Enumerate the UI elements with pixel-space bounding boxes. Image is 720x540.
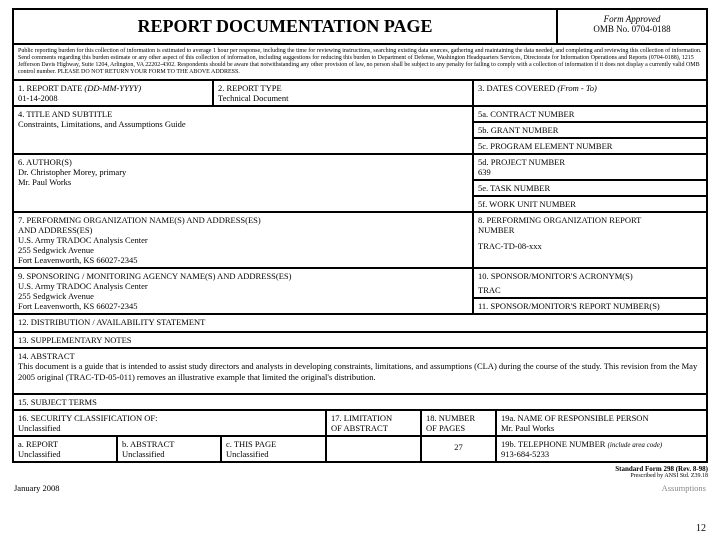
- section-12: 12. DISTRIBUTION / AVAILABILITY STATEMEN…: [14, 315, 706, 333]
- value-5d: 639: [478, 167, 702, 177]
- sponsor-line-1: U.S. Army TRADOC Analysis Center: [18, 281, 468, 291]
- value-16c: Unclassified: [226, 449, 321, 459]
- form-title: REPORT DOCUMENTATION PAGE: [14, 10, 556, 43]
- form-approved-label: Form Approved: [558, 14, 706, 24]
- value-10: TRAC: [478, 285, 702, 295]
- label-performing-org: 7. PERFORMING ORGANIZATION NAME(S) AND A…: [18, 215, 468, 225]
- org-line-1: U.S. Army TRADOC Analysis Center: [18, 235, 468, 245]
- label-addr: AND ADDRESS(ES): [18, 225, 468, 235]
- label-18b: OF PAGES: [426, 423, 491, 433]
- standard-form-note: Standard Form 298 (Rev. 8-98) Prescribed…: [12, 465, 708, 479]
- dates-covered-format: (From - To): [557, 83, 597, 93]
- abstract-value: This document is a guide that is intende…: [18, 361, 702, 383]
- label-18: 18. NUMBER: [426, 413, 491, 423]
- title-value: Constraints, Limitations, and Assumption…: [18, 119, 468, 129]
- value-16: Unclassified: [18, 423, 321, 433]
- label-title: 4. TITLE AND SUBTITLE: [18, 109, 468, 119]
- page-footer: January 2008 Assumptions: [12, 479, 708, 497]
- label-5f: 5f. WORK UNIT NUMBER: [474, 197, 706, 211]
- label-8: 8. PERFORMING ORGANIZATION REPORT: [478, 215, 702, 225]
- label-5b: 5b. GRANT NUMBER: [474, 123, 706, 139]
- label-5a: 5a. CONTRACT NUMBER: [474, 107, 706, 123]
- format-19b: (include area code): [608, 441, 663, 449]
- label-12: 12. DISTRIBUTION / AVAILABILITY STATEMEN…: [18, 317, 205, 327]
- row-7-8: 7. PERFORMING ORGANIZATION NAME(S) AND A…: [14, 213, 706, 269]
- label-report-date: 1. REPORT DATE: [18, 83, 84, 93]
- org-line-2: 255 Sedgwick Avenue: [18, 245, 468, 255]
- row-6-5def: 6. AUTHOR(S) Dr. Christopher Morey, prim…: [14, 155, 706, 213]
- label-report-type: 2. REPORT TYPE: [218, 83, 468, 93]
- sponsor-line-2: 255 Sedgwick Avenue: [18, 291, 468, 301]
- footer-section: Assumptions: [662, 483, 706, 493]
- row-9-10-11: 9. SPONSORING / MONITORING AGENCY NAME(S…: [14, 269, 706, 315]
- section-13: 13. SUPPLEMENTARY NOTES: [14, 333, 706, 349]
- report-date-value: 01-14-2008: [18, 93, 208, 103]
- row-abc-19b: a. REPORT Unclassified b. ABSTRACT Uncla…: [14, 437, 706, 461]
- value-16a: Unclassified: [18, 449, 112, 459]
- row-4-5abc: 4. TITLE AND SUBTITLE Constraints, Limit…: [14, 107, 706, 155]
- label-13: 13. SUPPLEMENTARY NOTES: [18, 335, 132, 345]
- value-19a: Mr. Paul Works: [501, 423, 702, 433]
- section-14: 14. ABSTRACT This document is a guide th…: [14, 349, 706, 395]
- value-19b: 913-684-5233: [501, 449, 702, 459]
- label-5c: 5c. PROGRAM ELEMENT NUMBER: [474, 139, 706, 153]
- omb-box: Form Approved OMB No. 0704-0188: [556, 10, 706, 43]
- label-dates-covered: 3. DATES COVERED: [478, 83, 557, 93]
- section-15: 15. SUBJECT TERMS: [14, 395, 706, 411]
- report-type-value: Technical Document: [218, 93, 468, 103]
- label-authors: 6. AUTHOR(S): [18, 157, 468, 167]
- sponsor-line-3: Fort Leavenworth, KS 66027-2345: [18, 301, 468, 311]
- label-10: 10. SPONSOR/MONITOR'S ACRONYM(S): [478, 271, 702, 281]
- label-17: 17. LIMITATION: [331, 413, 416, 423]
- burden-statement: Public reporting burden for this collect…: [14, 45, 706, 81]
- label-19a: 19a. NAME OF RESPONSIBLE PERSON: [501, 413, 702, 423]
- author-1: Dr. Christopher Morey, primary: [18, 167, 468, 177]
- row-1-2-3: 1. REPORT DATE (DD-MM-YYYY) 01-14-2008 2…: [14, 81, 706, 107]
- label-5d: 5d. PROJECT NUMBER: [478, 157, 702, 167]
- value-16b: Unclassified: [122, 449, 216, 459]
- value-8: TRAC-TD-08-xxx: [478, 241, 702, 251]
- org-line-3: Fort Leavenworth, KS 66027-2345: [18, 255, 468, 265]
- footer-date: January 2008: [14, 483, 60, 493]
- label-sponsor: 9. SPONSORING / MONITORING AGENCY NAME(S…: [18, 271, 468, 281]
- label-5e: 5e. TASK NUMBER: [474, 181, 706, 197]
- header-row: REPORT DOCUMENTATION PAGE Form Approved …: [14, 10, 706, 45]
- label-16b: b. ABSTRACT: [122, 439, 216, 449]
- label-16a: a. REPORT: [18, 439, 112, 449]
- label-19b: 19b. TELEPHONE NUMBER: [501, 439, 608, 449]
- label-14: 14. ABSTRACT: [18, 351, 702, 361]
- row-16-19a: 16. SECURITY CLASSIFICATION OF: Unclassi…: [14, 411, 706, 437]
- label-16c: c. THIS PAGE: [226, 439, 321, 449]
- author-2: Mr. Paul Works: [18, 177, 468, 187]
- date-format: (DD-MM-YYYY): [84, 83, 141, 93]
- label-8b: NUMBER: [478, 225, 702, 235]
- label-17b: OF ABSTRACT: [331, 423, 416, 433]
- sf298-form: REPORT DOCUMENTATION PAGE Form Approved …: [12, 8, 708, 463]
- page-number: 12: [696, 523, 706, 534]
- label-16: 16. SECURITY CLASSIFICATION OF:: [18, 413, 321, 423]
- label-15: 15. SUBJECT TERMS: [18, 397, 97, 407]
- value-18: 27: [426, 442, 491, 452]
- label-11: 11. SPONSOR/MONITOR'S REPORT NUMBER(S): [474, 299, 706, 313]
- omb-number: OMB No. 0704-0188: [558, 24, 706, 34]
- sf298-label: Standard Form 298 (Rev. 8-98): [615, 465, 708, 473]
